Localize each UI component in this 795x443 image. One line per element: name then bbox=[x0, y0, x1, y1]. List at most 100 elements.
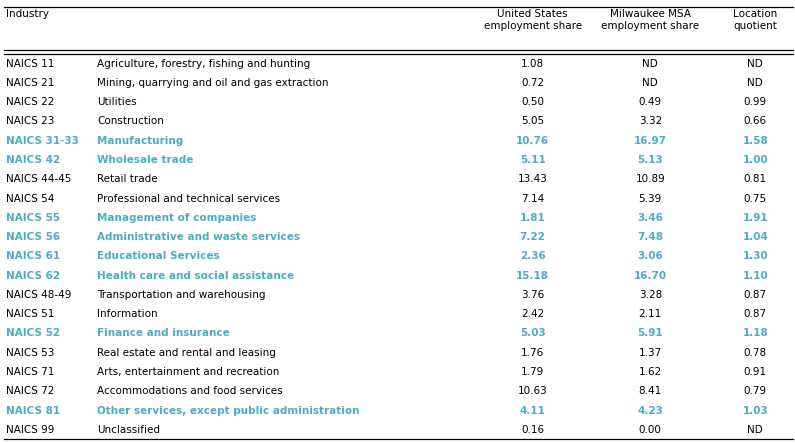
Text: Construction: Construction bbox=[97, 117, 164, 127]
Text: 15.18: 15.18 bbox=[516, 271, 549, 281]
Text: 1.00: 1.00 bbox=[743, 155, 768, 165]
Text: 5.11: 5.11 bbox=[520, 155, 545, 165]
Text: 1.79: 1.79 bbox=[521, 367, 545, 377]
Text: 1.76: 1.76 bbox=[521, 348, 545, 358]
Text: NAICS 56: NAICS 56 bbox=[6, 232, 60, 242]
Text: Transportation and warehousing: Transportation and warehousing bbox=[97, 290, 266, 300]
Text: NAICS 48-49: NAICS 48-49 bbox=[6, 290, 72, 300]
Text: 0.78: 0.78 bbox=[743, 348, 767, 358]
Text: 1.62: 1.62 bbox=[638, 367, 662, 377]
Text: 0.79: 0.79 bbox=[743, 386, 767, 396]
Text: Utilities: Utilities bbox=[97, 97, 137, 107]
Text: 1.10: 1.10 bbox=[743, 271, 768, 281]
Text: Information: Information bbox=[97, 309, 157, 319]
Text: NAICS 52: NAICS 52 bbox=[6, 328, 60, 338]
Text: NAICS 55: NAICS 55 bbox=[6, 213, 60, 223]
Text: 2.36: 2.36 bbox=[520, 251, 545, 261]
Text: NAICS 71: NAICS 71 bbox=[6, 367, 55, 377]
Text: 0.16: 0.16 bbox=[521, 425, 545, 435]
Text: 0.66: 0.66 bbox=[743, 117, 767, 127]
Text: 0.00: 0.00 bbox=[639, 425, 661, 435]
Text: Industry: Industry bbox=[6, 9, 49, 19]
Text: 1.18: 1.18 bbox=[743, 328, 768, 338]
Text: Health care and social assistance: Health care and social assistance bbox=[97, 271, 294, 281]
Text: Manufacturing: Manufacturing bbox=[97, 136, 183, 146]
Text: Accommodations and food services: Accommodations and food services bbox=[97, 386, 282, 396]
Text: Management of companies: Management of companies bbox=[97, 213, 256, 223]
Text: 0.91: 0.91 bbox=[743, 367, 767, 377]
Text: ND: ND bbox=[747, 58, 763, 69]
Text: 3.46: 3.46 bbox=[638, 213, 663, 223]
Text: 1.91: 1.91 bbox=[743, 213, 768, 223]
Text: NAICS 99: NAICS 99 bbox=[6, 425, 55, 435]
Text: NAICS 81: NAICS 81 bbox=[6, 405, 60, 416]
Text: NAICS 72: NAICS 72 bbox=[6, 386, 55, 396]
Text: NAICS 51: NAICS 51 bbox=[6, 309, 55, 319]
Text: 5.91: 5.91 bbox=[638, 328, 663, 338]
Text: Wholesale trade: Wholesale trade bbox=[97, 155, 193, 165]
Text: 13.43: 13.43 bbox=[518, 174, 548, 184]
Text: Arts, entertainment and recreation: Arts, entertainment and recreation bbox=[97, 367, 279, 377]
Text: NAICS 54: NAICS 54 bbox=[6, 194, 55, 204]
Text: 16.70: 16.70 bbox=[634, 271, 667, 281]
Text: 10.76: 10.76 bbox=[516, 136, 549, 146]
Text: 0.81: 0.81 bbox=[743, 174, 767, 184]
Text: 3.28: 3.28 bbox=[638, 290, 662, 300]
Text: Location
quotient: Location quotient bbox=[733, 9, 778, 31]
Text: 1.03: 1.03 bbox=[743, 405, 768, 416]
Text: NAICS 11: NAICS 11 bbox=[6, 58, 55, 69]
Text: Other services, except public administration: Other services, except public administra… bbox=[97, 405, 359, 416]
Text: ND: ND bbox=[747, 425, 763, 435]
Text: 2.42: 2.42 bbox=[521, 309, 545, 319]
Text: United States
employment share: United States employment share bbox=[483, 9, 582, 31]
Text: Agriculture, forestry, fishing and hunting: Agriculture, forestry, fishing and hunti… bbox=[97, 58, 310, 69]
Text: 4.23: 4.23 bbox=[638, 405, 663, 416]
Text: 1.04: 1.04 bbox=[743, 232, 768, 242]
Text: ND: ND bbox=[642, 58, 658, 69]
Text: 1.37: 1.37 bbox=[638, 348, 662, 358]
Text: 1.81: 1.81 bbox=[520, 213, 545, 223]
Text: NAICS 62: NAICS 62 bbox=[6, 271, 60, 281]
Text: 1.58: 1.58 bbox=[743, 136, 768, 146]
Text: 1.08: 1.08 bbox=[521, 58, 545, 69]
Text: Unclassified: Unclassified bbox=[97, 425, 160, 435]
Text: NAICS 44-45: NAICS 44-45 bbox=[6, 174, 72, 184]
Text: 0.75: 0.75 bbox=[743, 194, 767, 204]
Text: 3.06: 3.06 bbox=[638, 251, 663, 261]
Text: 5.13: 5.13 bbox=[638, 155, 663, 165]
Text: NAICS 53: NAICS 53 bbox=[6, 348, 55, 358]
Text: Finance and insurance: Finance and insurance bbox=[97, 328, 230, 338]
Text: NAICS 31-33: NAICS 31-33 bbox=[6, 136, 80, 146]
Text: 0.87: 0.87 bbox=[743, 290, 767, 300]
Text: 3.76: 3.76 bbox=[521, 290, 545, 300]
Text: 16.97: 16.97 bbox=[634, 136, 667, 146]
Text: Milwaukee MSA
employment share: Milwaukee MSA employment share bbox=[601, 9, 700, 31]
Text: Real estate and rental and leasing: Real estate and rental and leasing bbox=[97, 348, 276, 358]
Text: 0.87: 0.87 bbox=[743, 309, 767, 319]
Text: 10.63: 10.63 bbox=[518, 386, 548, 396]
Text: 2.11: 2.11 bbox=[638, 309, 662, 319]
Text: 0.99: 0.99 bbox=[743, 97, 767, 107]
Text: Retail trade: Retail trade bbox=[97, 174, 157, 184]
Text: 5.39: 5.39 bbox=[638, 194, 662, 204]
Text: 1.30: 1.30 bbox=[743, 251, 768, 261]
Text: 0.49: 0.49 bbox=[638, 97, 662, 107]
Text: Professional and technical services: Professional and technical services bbox=[97, 194, 280, 204]
Text: NAICS 21: NAICS 21 bbox=[6, 78, 55, 88]
Text: NAICS 23: NAICS 23 bbox=[6, 117, 55, 127]
Text: ND: ND bbox=[747, 78, 763, 88]
Text: ND: ND bbox=[642, 78, 658, 88]
Text: 7.48: 7.48 bbox=[638, 232, 663, 242]
Text: NAICS 61: NAICS 61 bbox=[6, 251, 60, 261]
Text: NAICS 42: NAICS 42 bbox=[6, 155, 60, 165]
Text: 5.05: 5.05 bbox=[521, 117, 545, 127]
Text: 7.14: 7.14 bbox=[521, 194, 545, 204]
Text: 0.50: 0.50 bbox=[522, 97, 544, 107]
Text: 5.03: 5.03 bbox=[520, 328, 545, 338]
Text: Mining, quarrying and oil and gas extraction: Mining, quarrying and oil and gas extrac… bbox=[97, 78, 328, 88]
Text: 4.11: 4.11 bbox=[520, 405, 545, 416]
Text: Administrative and waste services: Administrative and waste services bbox=[97, 232, 300, 242]
Text: Educational Services: Educational Services bbox=[97, 251, 219, 261]
Text: 3.32: 3.32 bbox=[638, 117, 662, 127]
Text: 10.89: 10.89 bbox=[635, 174, 665, 184]
